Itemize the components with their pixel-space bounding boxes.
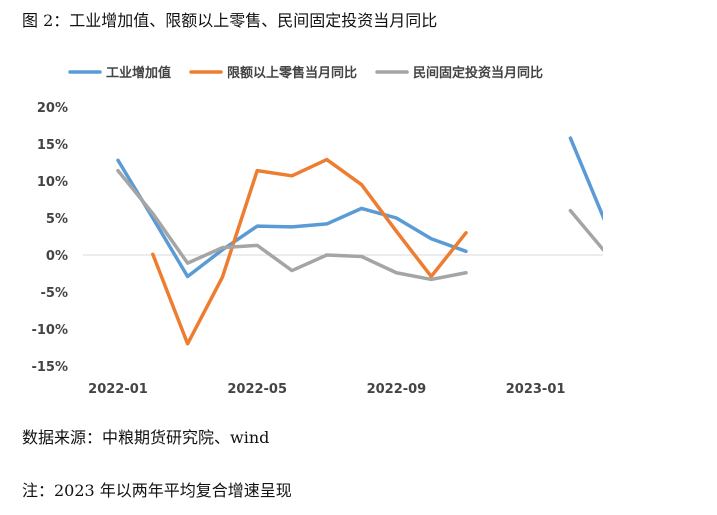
series-line-2 xyxy=(151,157,640,346)
series-line-1 xyxy=(116,136,603,279)
series-segment xyxy=(568,208,603,253)
y-tick-label: 0% xyxy=(46,249,68,264)
legend-item-3: 民间固定投资当月同比 xyxy=(375,65,543,81)
data-source-note: 数据来源：中粮期货研究院、wind xyxy=(22,428,270,447)
series-segment xyxy=(116,168,468,282)
y-tick-label: 10% xyxy=(37,175,68,190)
series-segment xyxy=(568,136,603,221)
footnote: 注：2023 年以两年平均复合增速呈现 xyxy=(22,481,292,500)
series-segment xyxy=(605,214,640,241)
y-tick-label: -10% xyxy=(31,323,68,338)
series-segment xyxy=(151,157,468,346)
chart-series-lines xyxy=(116,136,640,346)
x-tick-label: 2023-01 xyxy=(506,382,566,397)
legend-label: 工业增加值 xyxy=(106,65,171,81)
legend-item-2: 限额以上零售当月同比 xyxy=(189,65,357,81)
y-tick-label: 5% xyxy=(46,212,68,227)
x-tick-label: 2022-09 xyxy=(367,382,427,397)
y-tick-label: -5% xyxy=(41,286,68,301)
y-tick-label: 15% xyxy=(37,138,68,153)
series-segment xyxy=(116,158,468,279)
y-tick-label: 20% xyxy=(37,101,68,116)
x-tick-label: 2022-01 xyxy=(88,382,148,397)
chart-legend: 工业增加值 限额以上零售当月同比 民间固定投资当月同比 xyxy=(68,65,543,81)
y-tick-label: -15% xyxy=(31,360,68,375)
series-line-3 xyxy=(116,168,603,282)
legend-item-1: 工业增加值 xyxy=(68,65,171,81)
legend-label: 民间固定投资当月同比 xyxy=(413,65,543,81)
legend-label: 限额以上零售当月同比 xyxy=(227,65,357,81)
x-axis: 2022-01 2022-05 2022-09 2023-01 xyxy=(88,382,565,397)
figure-title: 图 2：工业增加值、限额以上零售、民间固定投资当月同比 xyxy=(22,11,438,30)
y-axis: 20% 15% 10% 5% 0% -5% -10% -15% xyxy=(31,101,603,375)
x-tick-label: 2022-05 xyxy=(227,382,287,397)
